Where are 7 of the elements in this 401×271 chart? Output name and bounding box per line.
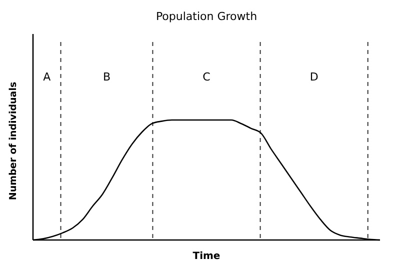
y-axis-title: Number of individuals bbox=[8, 82, 19, 200]
text: A bbox=[43, 70, 52, 84]
chart-title: Population Growth bbox=[156, 10, 258, 23]
text: D bbox=[310, 70, 318, 84]
x-axis-title: Time bbox=[192, 251, 220, 262]
text: B bbox=[102, 70, 111, 84]
text: C bbox=[202, 70, 211, 84]
